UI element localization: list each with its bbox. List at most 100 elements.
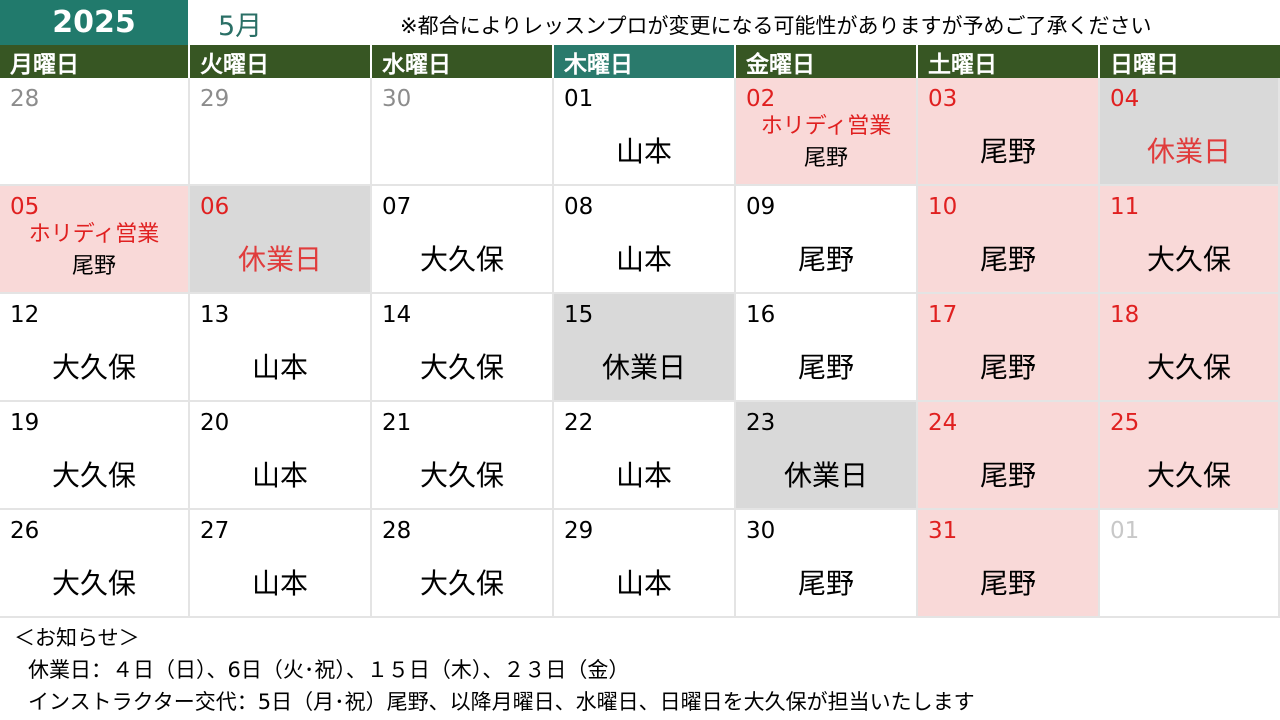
instructor-change-note: インストラクター交代：5日（月･祝）尾野、以降月曜日、水曜日、日曜日を大久保が担… xyxy=(28,690,975,714)
instructor-name: 山本 xyxy=(615,459,672,492)
announcements: ＜お知らせ＞ 休業日：４日（日）、6日（火･祝）、１５日（木）、２３日（金） イ… xyxy=(0,620,1280,720)
instructor-name: 大久保 xyxy=(51,459,136,492)
closed-days-note: 休業日：４日（日）、6日（火･祝）、１５日（木）、２３日（金） xyxy=(28,658,630,682)
day-number: 14 xyxy=(382,302,412,328)
day-number: 23 xyxy=(746,410,776,436)
instructor-name: 尾野 xyxy=(979,459,1036,492)
day-number: 08 xyxy=(564,194,594,220)
calendar-day-cell: 05 ホリディ営業 尾野 xyxy=(0,186,190,294)
closed-day-label: 休業日 xyxy=(783,459,868,492)
day-number: 06 xyxy=(200,194,230,220)
instructor-name: 大久保 xyxy=(1146,351,1231,384)
day-number: 10 xyxy=(928,194,958,220)
calendar-day-cell: 24 尾野 xyxy=(918,402,1100,510)
calendar-day-cell: 17 尾野 xyxy=(918,294,1100,402)
day-number: 21 xyxy=(382,410,412,436)
calendar-day-cell: 18 大久保 xyxy=(1100,294,1280,402)
day-number: 01 xyxy=(564,86,594,112)
closed-day-label: 休業日 xyxy=(601,351,686,384)
weekday-header-cell: 日曜日 xyxy=(1100,45,1280,78)
holiday-label: ホリディ営業 xyxy=(28,222,160,247)
instructor-name: 大久保 xyxy=(51,351,136,384)
instructor-name: 尾野 xyxy=(979,351,1036,384)
calendar-day-cell: 09 尾野 xyxy=(736,186,918,294)
day-number: 26 xyxy=(10,518,40,544)
instructor-name: 大久保 xyxy=(419,567,504,600)
instructor-name: 大久保 xyxy=(1146,243,1231,276)
instructor-name: 尾野 xyxy=(797,243,854,276)
change-notice: ※都合によりレッスンプロが変更になる可能性がありますが予めご了承ください xyxy=(400,14,1152,38)
day-number: 28 xyxy=(10,86,40,112)
day-number: 30 xyxy=(382,86,412,112)
calendar-day-cell: 04 休業日 xyxy=(1100,78,1280,186)
calendar-day-cell: 11 大久保 xyxy=(1100,186,1280,294)
calendar-day-cell: 02 ホリディ営業 尾野 xyxy=(736,78,918,186)
closed-day-label: 休業日 xyxy=(237,243,322,276)
calendar-day-cell: 08 山本 xyxy=(554,186,736,294)
calendar-day-cell: 12 大久保 xyxy=(0,294,190,402)
instructor-name: 山本 xyxy=(251,567,308,600)
day-number: 09 xyxy=(746,194,776,220)
day-number: 24 xyxy=(928,410,958,436)
instructor-name: 尾野 xyxy=(797,351,854,384)
instructor-name: 尾野 xyxy=(979,243,1036,276)
instructor-name: 大久保 xyxy=(419,243,504,276)
instructor-name: 尾野 xyxy=(797,567,854,600)
day-number: 29 xyxy=(564,518,594,544)
year-label: 2025 xyxy=(0,0,188,45)
calendar-day-cell: 26 大久保 xyxy=(0,510,190,618)
day-number: 16 xyxy=(746,302,776,328)
day-number: 28 xyxy=(382,518,412,544)
calendar-day-cell: 01 xyxy=(1100,510,1280,618)
instructor-name: 尾野 xyxy=(979,567,1036,600)
instructor-name: 尾野 xyxy=(71,254,116,279)
calendar-day-cell: 27 山本 xyxy=(190,510,372,618)
day-number: 29 xyxy=(200,86,230,112)
day-number: 20 xyxy=(200,410,230,436)
instructor-name: 山本 xyxy=(251,459,308,492)
day-number: 22 xyxy=(564,410,594,436)
instructor-name: 大久保 xyxy=(419,459,504,492)
day-number: 03 xyxy=(928,86,958,112)
calendar-day-cell: 06 休業日 xyxy=(190,186,372,294)
instructor-name: 大久保 xyxy=(51,567,136,600)
day-number: 18 xyxy=(1110,302,1140,328)
day-number: 13 xyxy=(200,302,230,328)
calendar-grid: 28 29 30 01 山本 02 ホリディ営業 尾野 03 尾野 04 休業日 05 ホリディ営業 尾野 0… xyxy=(0,78,1280,618)
day-number: 27 xyxy=(200,518,230,544)
month-label: 5月 xyxy=(218,11,263,42)
weekday-header-cell: 水曜日 xyxy=(372,45,554,78)
holiday-label: ホリディ営業 xyxy=(760,114,892,139)
calendar-day-cell: 15 休業日 xyxy=(554,294,736,402)
calendar-day-cell: 30 xyxy=(372,78,554,186)
calendar-day-cell: 22 山本 xyxy=(554,402,736,510)
calendar-day-cell: 31 尾野 xyxy=(918,510,1100,618)
weekday-header-cell: 月曜日 xyxy=(0,45,190,78)
calendar-day-cell: 01 山本 xyxy=(554,78,736,186)
calendar-day-cell: 25 大久保 xyxy=(1100,402,1280,510)
day-number: 12 xyxy=(10,302,40,328)
calendar-day-cell: 03 尾野 xyxy=(918,78,1100,186)
weekday-header-cell: 金曜日 xyxy=(736,45,918,78)
day-number: 25 xyxy=(1110,410,1140,436)
calendar-day-cell: 10 尾野 xyxy=(918,186,1100,294)
calendar-day-cell: 20 山本 xyxy=(190,402,372,510)
instructor-name: 尾野 xyxy=(979,135,1036,168)
closed-day-label: 休業日 xyxy=(1146,135,1231,168)
calendar-day-cell: 28 大久保 xyxy=(372,510,554,618)
announcements-title: ＜お知らせ＞ xyxy=(14,626,140,650)
instructor-name: 山本 xyxy=(615,243,672,276)
calendar-day-cell: 07 大久保 xyxy=(372,186,554,294)
title-bar: 2025 5月 ※都合によりレッスンプロが変更になる可能性がありますが予めご了承… xyxy=(0,0,1280,45)
weekday-header-cell: 火曜日 xyxy=(190,45,372,78)
day-number: 19 xyxy=(10,410,40,436)
calendar-day-cell: 28 xyxy=(0,78,190,186)
day-number: 30 xyxy=(746,518,776,544)
instructor-name: 山本 xyxy=(615,135,672,168)
instructor-name: 尾野 xyxy=(803,146,848,171)
calendar-day-cell: 30 尾野 xyxy=(736,510,918,618)
calendar-day-cell: 21 大久保 xyxy=(372,402,554,510)
day-number: 15 xyxy=(564,302,594,328)
calendar-day-cell: 14 大久保 xyxy=(372,294,554,402)
calendar-day-cell: 13 山本 xyxy=(190,294,372,402)
